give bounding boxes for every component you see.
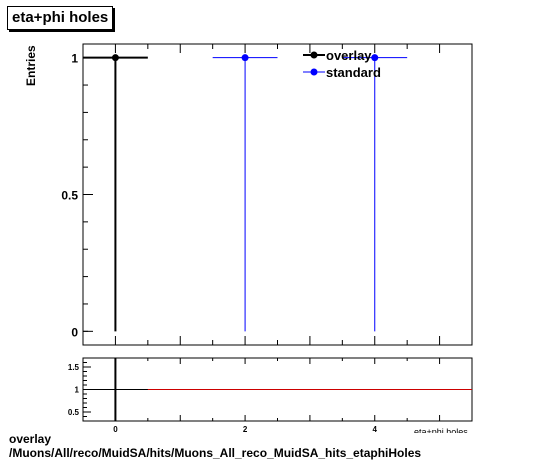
ratio-y-tick-label: 0.5 [68,408,80,417]
x-axis-label: eta+phi holes [414,428,468,433]
standard-marker [371,54,379,62]
ratio-y-tick-label: 1.5 [68,363,80,372]
y-tick-label: 1 [71,52,78,66]
main-plot-frame [82,43,473,346]
ratio-x-tick-label: 0 [113,425,118,434]
legend-label-standard: standard [326,65,381,80]
legend-marker-standard [310,68,318,76]
legend-marker-overlay [310,51,318,59]
caption-line-2: /Muons/All/reco/MuidSA/hits/Muons_All_re… [9,446,422,460]
legend-label-overlay: overlay [326,48,372,63]
ratio-x-tick-label: 2 [243,425,248,434]
chart-title: eta+phi holes [7,6,114,30]
caption-line-1: overlay [9,432,52,446]
ratio-y-tick-label: 1 [75,386,80,395]
ratio-x-tick-label: 4 [373,425,378,434]
y-tick-label: 0 [71,325,78,339]
y-tick-label: 0.5 [61,189,78,203]
standard-marker [241,54,249,62]
overlay-marker [111,54,119,62]
